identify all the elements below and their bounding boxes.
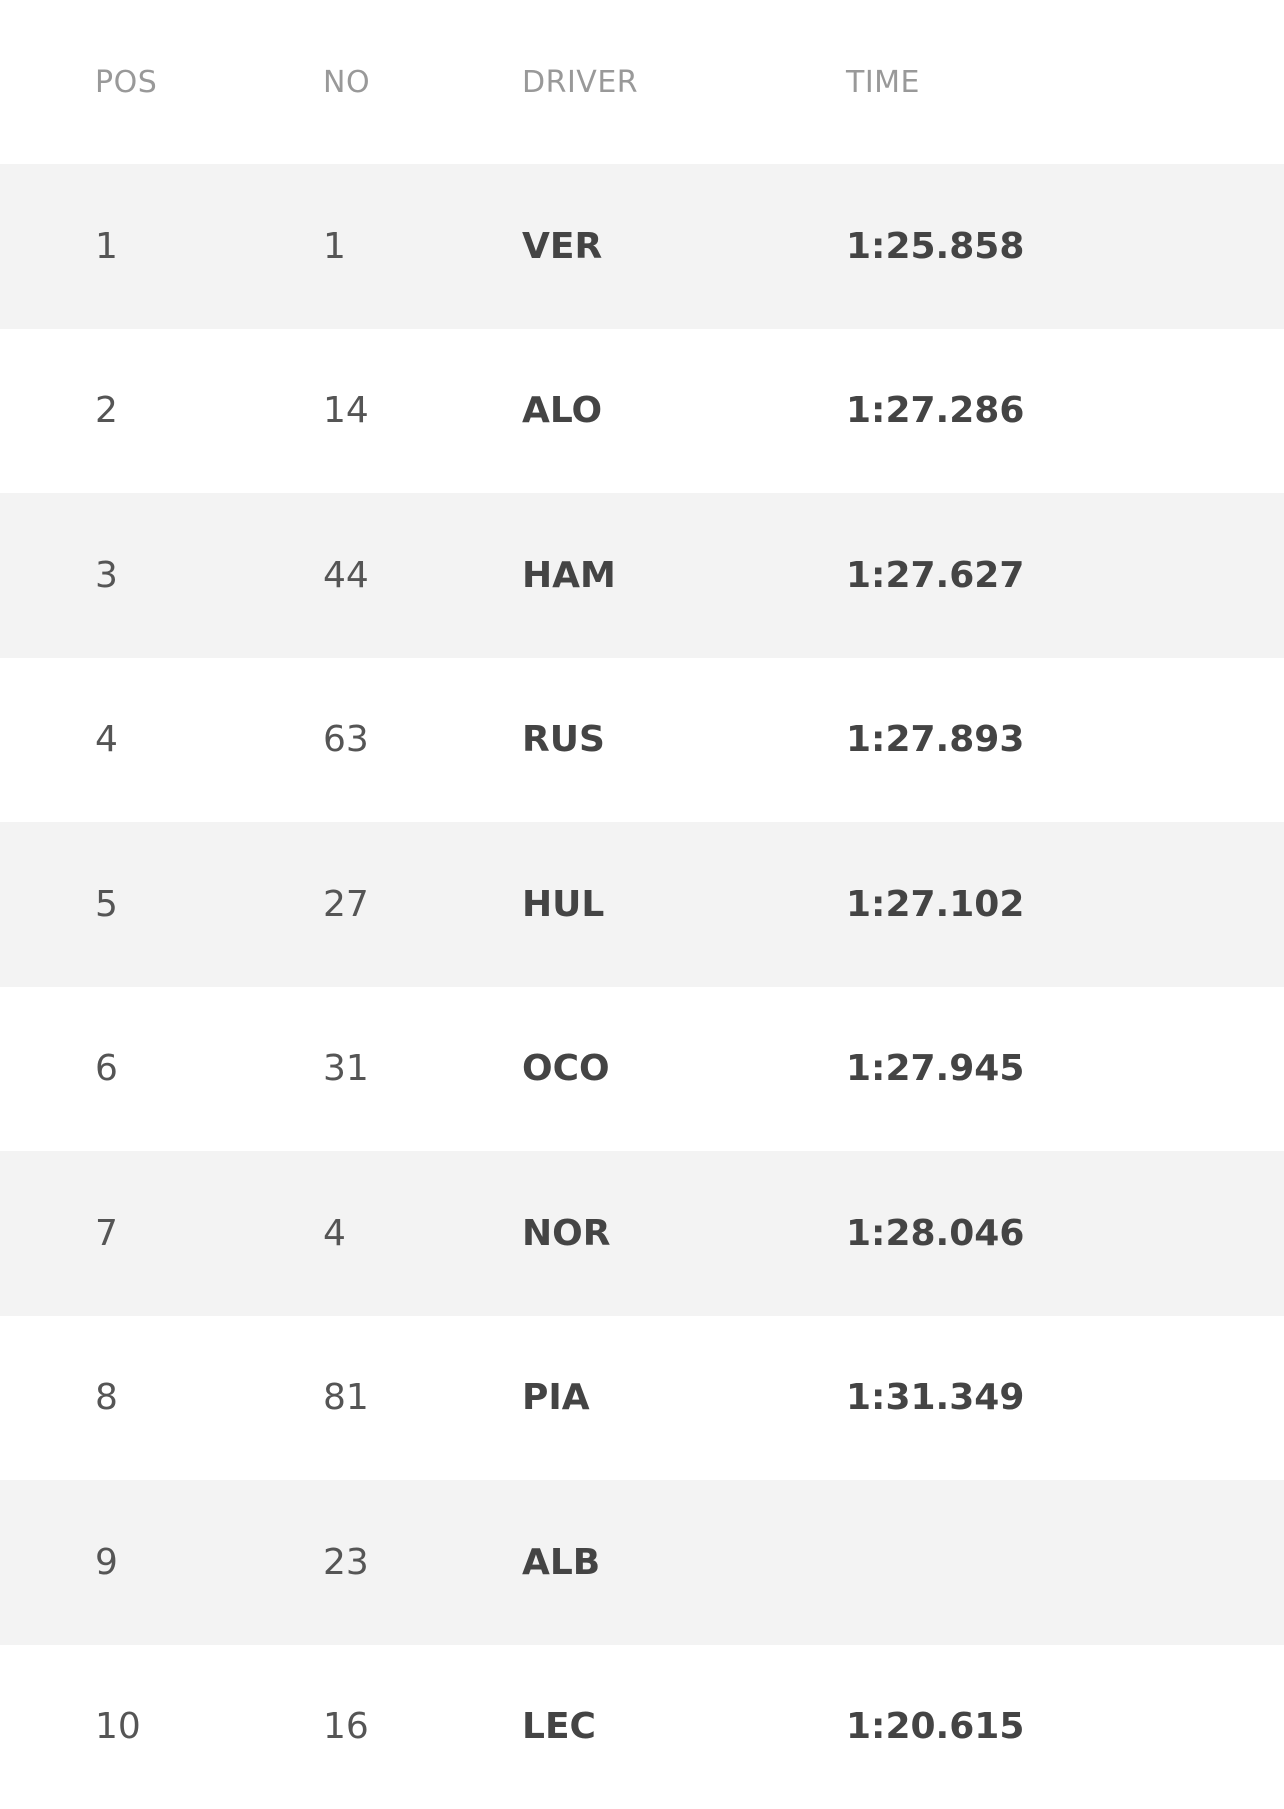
- driver-code: OCO: [522, 1048, 610, 1090]
- result-row: 7 4 NOR 1:28.046: [0, 1151, 1284, 1316]
- lap-time: 1:27.893: [846, 719, 1025, 761]
- position: 5: [95, 883, 118, 925]
- position: 10: [95, 1706, 141, 1748]
- car-number: 81: [323, 1377, 369, 1419]
- car-number: 23: [323, 1541, 369, 1583]
- driver-code: ALB: [522, 1541, 601, 1583]
- result-row: 1 1 VER 1:25.858: [0, 164, 1284, 329]
- result-row: 9 23 ALB: [0, 1480, 1284, 1645]
- driver-code: VER: [522, 225, 603, 267]
- lap-time: 1:28.046: [846, 1212, 1025, 1254]
- result-row: 2 14 ALO 1:27.286: [0, 329, 1284, 494]
- lap-time: 1:27.945: [846, 1048, 1025, 1090]
- position: 4: [95, 719, 118, 761]
- result-row: 3 44 HAM 1:27.627: [0, 493, 1284, 658]
- driver-code: RUS: [522, 719, 605, 761]
- lap-time: 1:27.102: [846, 883, 1025, 925]
- result-row: 5 27 HUL 1:27.102: [0, 822, 1284, 987]
- position: 9: [95, 1541, 118, 1583]
- driver-code: HUL: [522, 883, 605, 925]
- result-row: 4 63 RUS 1:27.893: [0, 658, 1284, 823]
- header-row: POS NO DRIVER TIME: [0, 0, 1284, 164]
- driver-code: LEC: [522, 1706, 596, 1748]
- result-row: 6 31 OCO 1:27.945: [0, 987, 1284, 1152]
- position: 2: [95, 390, 118, 432]
- position: 1: [95, 225, 118, 267]
- car-number: 16: [323, 1706, 369, 1748]
- car-number: 4: [323, 1212, 346, 1254]
- column-header: DRIVER: [522, 64, 639, 100]
- driver-code: HAM: [522, 554, 616, 596]
- position: 6: [95, 1048, 118, 1090]
- lap-time: 1:25.858: [846, 225, 1025, 267]
- car-number: 27: [323, 883, 369, 925]
- position: 8: [95, 1377, 118, 1419]
- position: 3: [95, 554, 118, 596]
- column-header: NO: [323, 64, 371, 100]
- car-number: 14: [323, 390, 369, 432]
- driver-code: NOR: [522, 1212, 611, 1254]
- car-number: 44: [323, 554, 369, 596]
- lap-time: 1:20.615: [846, 1706, 1025, 1748]
- driver-code: PIA: [522, 1377, 590, 1419]
- lap-time: 1:31.349: [846, 1377, 1025, 1419]
- result-row: 8 81 PIA 1:31.349: [0, 1316, 1284, 1481]
- position: 7: [95, 1212, 118, 1254]
- car-number: 31: [323, 1048, 369, 1090]
- driver-code: ALO: [522, 390, 603, 432]
- lap-time: 1:27.627: [846, 554, 1025, 596]
- column-header: TIME: [846, 64, 921, 100]
- result-row: 10 16 LEC 1:20.615: [0, 1645, 1284, 1809]
- car-number: 1: [323, 225, 346, 267]
- column-header: POS: [95, 64, 158, 100]
- lap-time: 1:27.286: [846, 390, 1025, 432]
- car-number: 63: [323, 719, 369, 761]
